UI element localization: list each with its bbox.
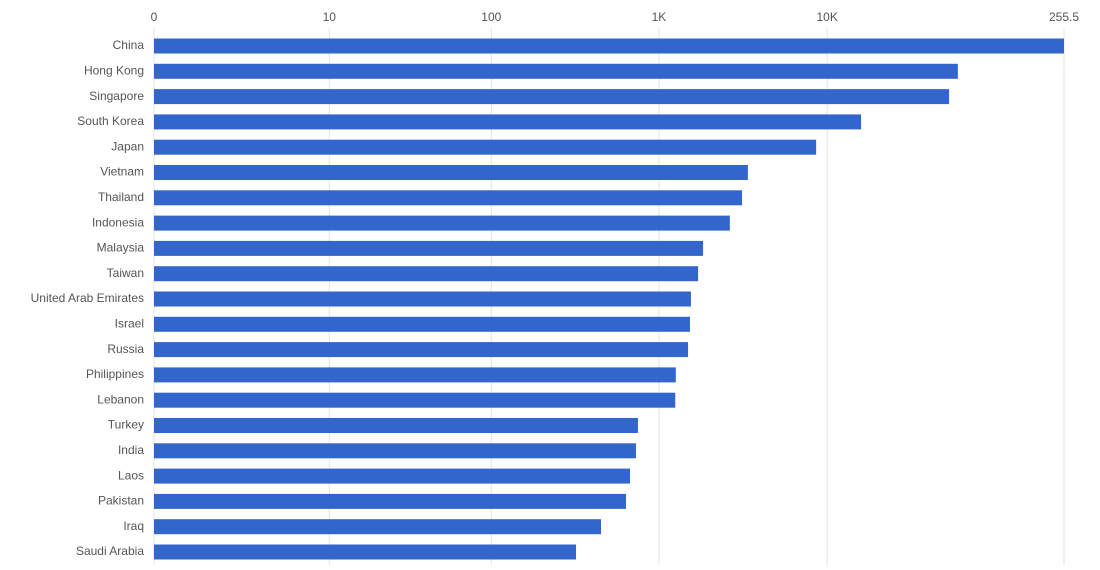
bar: [154, 63, 958, 79]
y-tick-label: Vietnam: [100, 165, 144, 179]
bar: [154, 266, 699, 282]
y-tick-label: Israel: [115, 316, 144, 330]
y-tick-label: Lebanon: [97, 392, 144, 406]
y-tick-label: Indonesia: [92, 215, 144, 229]
y-tick-label: United Arab Emirates: [31, 291, 144, 305]
y-tick-label: China: [113, 38, 145, 52]
y-tick-label: South Korea: [77, 114, 144, 128]
bar: [154, 519, 601, 535]
bar: [154, 493, 627, 509]
y-tick-label: Iraq: [123, 519, 144, 533]
y-tick-label: Pakistan: [98, 494, 144, 508]
x-tick-label: 10K: [816, 10, 837, 24]
y-tick-label: Hong Kong: [84, 63, 144, 77]
bar: [154, 418, 638, 433]
bar: [154, 367, 676, 383]
y-tick-label: Taiwan: [107, 266, 144, 280]
y-tick-label: Japan: [111, 139, 144, 153]
y-tick-label: Philippines: [86, 367, 144, 381]
x-tick-label: 1K: [652, 10, 667, 24]
x-tick-label: 0: [151, 10, 158, 24]
x-tick-label: 255.5: [1049, 10, 1079, 24]
bar: [154, 316, 690, 332]
y-tick-label: Laos: [118, 468, 144, 482]
bar: [154, 38, 1064, 54]
x-tick-label: 100: [481, 10, 501, 24]
bar: [154, 139, 817, 155]
bar: [154, 114, 862, 130]
bar: [154, 392, 676, 408]
bar: [154, 190, 743, 206]
bar: [154, 89, 950, 105]
bar: [154, 468, 631, 484]
y-tick-label: India: [118, 443, 144, 457]
y-tick-label: Turkey: [108, 418, 144, 432]
y-tick-label: Russia: [107, 342, 144, 356]
bar: [154, 165, 748, 180]
bar: [154, 291, 691, 307]
bar: [154, 342, 689, 358]
bar: [154, 240, 704, 256]
y-tick-label: Singapore: [89, 89, 144, 103]
bar: [154, 443, 636, 459]
x-tick-label: 10: [323, 10, 337, 24]
bar: [154, 544, 577, 560]
bar: [154, 215, 730, 231]
y-tick-label: Thailand: [98, 190, 144, 204]
y-tick-label: Saudi Arabia: [76, 544, 144, 558]
y-tick-label: Malaysia: [97, 241, 145, 255]
